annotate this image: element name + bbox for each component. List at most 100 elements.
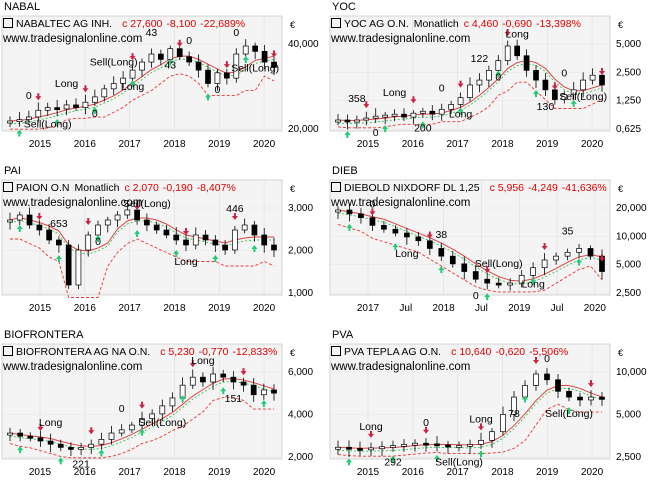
buy-arrow-icon (419, 121, 426, 129)
sell-arrow-icon (363, 101, 370, 109)
sell-arrow-icon (37, 424, 44, 432)
signal-annotation: 0 (95, 236, 101, 248)
buy-arrow-icon (346, 458, 352, 466)
candle-body (372, 115, 379, 119)
candle-body (68, 447, 74, 450)
sell-arrow-icon (134, 203, 141, 210)
x-tick-label: 2019 (508, 303, 531, 314)
candle-body (486, 70, 492, 81)
panel-tab-title[interactable]: YOC (332, 1, 356, 13)
candle-body (108, 432, 115, 440)
candle-body (415, 236, 422, 242)
candle-body (240, 381, 247, 386)
candle-body (553, 255, 559, 261)
instrument-name: YOC AG O.N. (344, 18, 409, 30)
candle-body (541, 259, 548, 269)
x-tick-label: 2017 (119, 139, 142, 150)
signal-annotation: 358 (348, 93, 366, 105)
candle-body (35, 109, 42, 118)
y-tick-label: 2,500 (616, 67, 641, 78)
instrument-name: PVA TEPLA AG O.N. (344, 346, 442, 358)
signal-annotation: 0 (544, 353, 550, 365)
candle-body (176, 48, 183, 58)
x-tick-label: 2018 (163, 467, 186, 478)
trail-line (337, 63, 603, 124)
panel-tab-title[interactable]: BIOFRONTERA (4, 329, 84, 341)
y-tick-label: 20,000 (288, 124, 319, 135)
candle-body (210, 373, 216, 383)
candle-body (78, 447, 84, 450)
chart-panel[interactable]: 2015 2016 2017 2018 2019 2020 10,000 5,000 2,500… (328, 328, 656, 492)
panel-tab-title[interactable]: NABAL (4, 1, 41, 13)
signal-annotation: 0 (439, 82, 445, 94)
panel-tab-title[interactable]: PVA (332, 329, 354, 341)
sell-arrow-icon (183, 228, 189, 235)
signal-annotation: 78 (508, 408, 520, 420)
watermark-url: www.tradesignalonline.com (331, 33, 471, 45)
buy-arrow-icon (434, 454, 440, 462)
buy-arrow-icon (57, 457, 64, 465)
candle-body (224, 72, 230, 79)
x-tick-label: 2019 (208, 139, 231, 150)
candle-body (489, 431, 495, 441)
chart-svg: 2015 2016 2017 2018 2019 2020 6,000 4,000 2,000 L… (1, 343, 313, 478)
sell-arrow-icon (504, 29, 511, 36)
period-label: Monatlich (74, 182, 120, 194)
buy-arrow-icon (457, 107, 464, 115)
chart-panel[interactable]: 2015 2016 2017 2018 2019 2020 40,000 20,000 0 Sel… (0, 0, 328, 164)
change-percent: -12,833% (232, 346, 278, 358)
candle-body (92, 96, 98, 103)
buy-arrow-icon (91, 106, 98, 114)
sell-arrow-icon (484, 266, 491, 274)
candle-body (192, 234, 199, 246)
candle-body (85, 234, 92, 251)
candle-body (533, 373, 539, 386)
chart-panel[interactable]: 2015 2016 2017 2018 2019 2020 3,000 2,000 1,000 6… (0, 164, 328, 328)
candle-body (47, 440, 54, 445)
x-tick-label: 2018 (433, 303, 456, 314)
watermark-url: www.tradesignalonline.com (3, 361, 143, 373)
x-tick-label: 2020 (253, 139, 276, 150)
sell-arrow-icon (541, 243, 548, 250)
candle-body (261, 51, 268, 63)
candle-body (36, 224, 43, 231)
candle-body (110, 83, 117, 90)
candle-body (346, 446, 352, 450)
candle-body (88, 443, 95, 448)
candle-body (507, 282, 514, 286)
candle-body (163, 229, 170, 236)
candle-body (335, 446, 341, 450)
instrument-header: NABALTEC AG INH. c 27,600 -8,100 -22,689% (3, 18, 249, 30)
x-tick-label: Jul (551, 303, 564, 314)
moving-average-line (337, 60, 603, 122)
square-icon (331, 182, 341, 192)
square-icon (3, 182, 13, 192)
x-tick-label: Jul (399, 303, 412, 314)
x-tick-label: 2018 (163, 303, 186, 314)
candle-body (63, 104, 70, 110)
candle-body (379, 446, 385, 450)
panel-tab-title[interactable]: DIEB (332, 165, 358, 177)
chart-panel[interactable]: 2015 2016 2017 2018 2019 2020 6,000 4,000 2,000 L… (0, 328, 328, 492)
candle-body (167, 48, 174, 60)
candle-body (457, 97, 464, 105)
candle-body (26, 116, 32, 121)
signal-annotation: 292 (384, 457, 402, 469)
x-tick-label: 2017 (119, 467, 142, 478)
trail-line (9, 220, 274, 255)
chart-panel[interactable]: 2017 Jul 2018 Jul 2019 Jul 2020 20,000 10,000 5,0… (328, 164, 656, 328)
candle-body (17, 432, 24, 437)
candle-body (205, 69, 211, 84)
candle-body (46, 229, 52, 241)
instrument-name: NABALTEC AG INH. (16, 18, 113, 30)
change-value: -0,190 (162, 182, 193, 194)
signal-annotation: Long (55, 78, 79, 90)
candle-body (101, 88, 108, 98)
change-value: -4,249 (528, 182, 558, 194)
x-tick-label: 2019 (208, 303, 231, 314)
panel-tab-title[interactable]: PAI (4, 165, 21, 177)
candle-body (382, 114, 388, 118)
signal-annotation: 130 (537, 101, 555, 113)
chart-panel[interactable]: 2015 2016 2017 2018 2019 2020 5,000 2,500 1,250 0… (328, 0, 656, 164)
candle-body (587, 248, 594, 257)
